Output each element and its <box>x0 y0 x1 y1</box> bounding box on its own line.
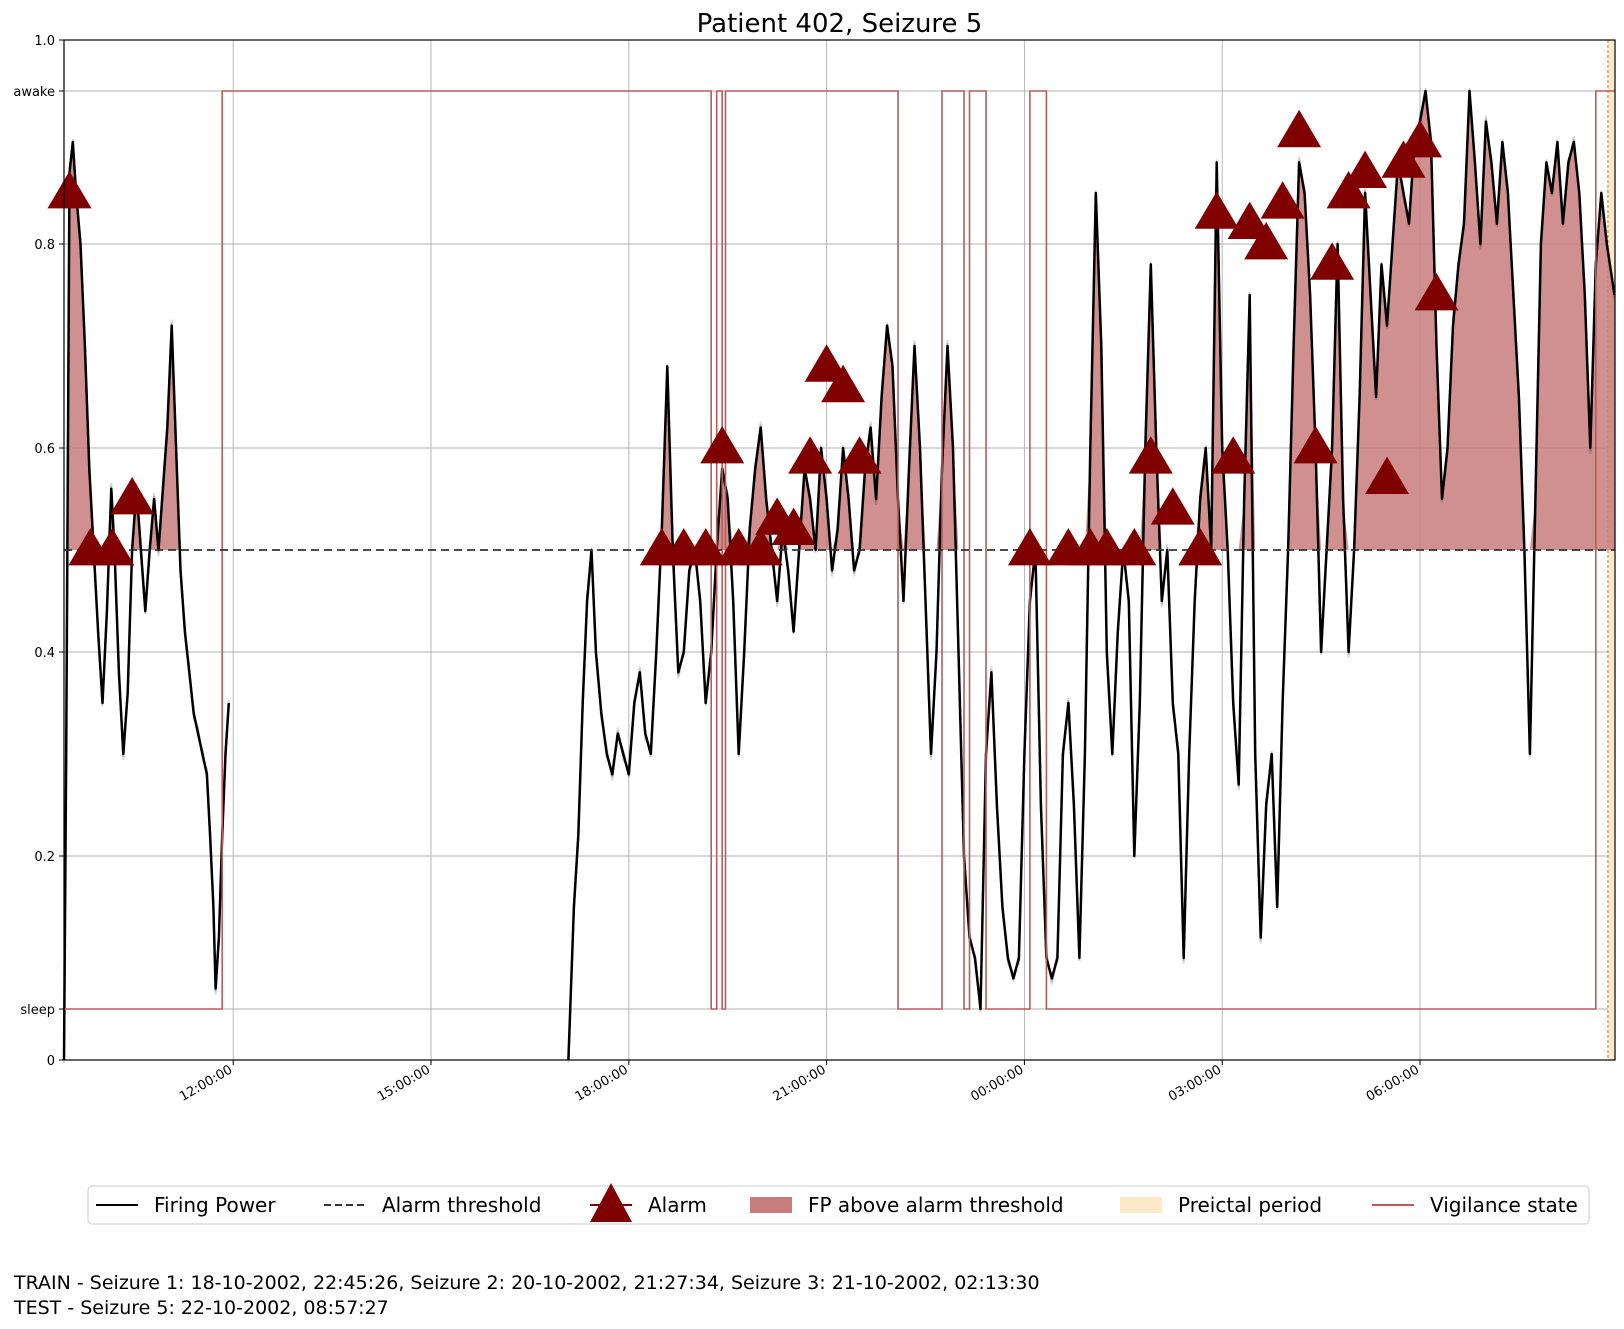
y-tick-label: 0.4 <box>34 646 55 661</box>
y-tick-label: 0.2 <box>34 850 55 865</box>
legend: Firing Power Alarm threshold Alarm FP above… <box>87 1183 1590 1225</box>
x-tick-label: 18:00:00 <box>573 1062 631 1104</box>
chart-title: Patient 402, Seizure 5 <box>697 9 983 39</box>
alarm-marker <box>1260 181 1305 219</box>
legend-label: FP above alarm threshold <box>808 1193 1064 1217</box>
train-seizures-caption: TRAIN - Seizure 1: 18-10-2002, 22:45:26,… <box>14 1272 1040 1294</box>
alarm-marker <box>821 364 866 403</box>
alarm-marker <box>1150 487 1195 525</box>
alarm-marker <box>1227 201 1272 239</box>
legend-swatch-preictal <box>1120 1197 1162 1213</box>
alarm-marker <box>683 528 728 566</box>
y-tick-label: 0.8 <box>34 238 55 253</box>
x-tick-label: 21:00:00 <box>771 1062 829 1104</box>
x-tick-label: 15:00:00 <box>375 1062 433 1104</box>
y-tick-label: 1.0 <box>34 34 55 49</box>
alarm-marker <box>1398 120 1443 158</box>
legend-label: Vigilance state <box>1430 1193 1578 1217</box>
firing-power-line <box>567 89 1616 1061</box>
alarm-marker <box>1293 426 1338 464</box>
legend-label: Firing Power <box>154 1193 276 1217</box>
alarm-marker <box>700 426 745 464</box>
legend-swatch-fp-fill <box>750 1197 792 1213</box>
test-seizure-caption: TEST - Seizure 5: 22-10-2002, 08:57:27 <box>14 1297 389 1319</box>
alarm-marker <box>1381 140 1426 178</box>
legend-box <box>87 1185 1590 1225</box>
alarm-marker <box>1343 150 1388 188</box>
legend-swatch-alarm <box>590 1183 632 1222</box>
plot-frame <box>63 39 1616 1061</box>
alarm-marker <box>1310 242 1355 280</box>
y-tick-label: 0.6 <box>34 442 55 457</box>
y-tick-label: sleep <box>20 1003 55 1018</box>
x-tick-label: 12:00:00 <box>177 1062 235 1104</box>
alarm-marker <box>1244 222 1289 260</box>
alarm-marker <box>1112 528 1157 566</box>
alarm-marker <box>771 507 816 545</box>
alarm-marker <box>1178 528 1223 566</box>
alarm-marker <box>1277 109 1322 148</box>
alarm-markers <box>47 109 1459 566</box>
alarm-marker <box>1211 436 1256 474</box>
legend-label: Alarm <box>648 1193 707 1217</box>
y-tick-label: 0 <box>47 1054 55 1069</box>
alarm-marker <box>47 171 92 209</box>
alarm-marker <box>1128 436 1173 474</box>
alarm-marker <box>1414 273 1459 311</box>
axes: 0 sleep 0.2 0.4 0.6 0.8 awake 1.0 12:00:00 15:00:… <box>13 34 1616 1105</box>
legend-label: Alarm threshold <box>382 1193 541 1217</box>
alarm-marker <box>1007 528 1052 566</box>
alarm-marker <box>837 436 882 474</box>
alarm-marker <box>1365 456 1410 494</box>
fp-fill-area <box>64 142 229 550</box>
alarm-marker <box>90 528 135 566</box>
x-tick-label: 00:00:00 <box>968 1062 1026 1104</box>
alarm-marker <box>788 436 833 474</box>
firing-power-line <box>62 140 231 1061</box>
alarm-marker <box>804 344 849 382</box>
x-tick-label: 03:00:00 <box>1166 1062 1224 1104</box>
alarm-marker <box>1194 191 1239 229</box>
legend-label: Preictal period <box>1178 1193 1322 1217</box>
fp-fill-area <box>568 91 1615 550</box>
x-tick-label: 06:00:00 <box>1364 1062 1422 1104</box>
firing-power-series <box>62 87 1616 1064</box>
alarm-marker <box>1326 171 1371 209</box>
fp-above-threshold-fill <box>64 91 1615 550</box>
alarm-marker <box>738 528 783 566</box>
y-tick-label: awake <box>13 85 55 100</box>
alarm-marker <box>110 477 155 515</box>
